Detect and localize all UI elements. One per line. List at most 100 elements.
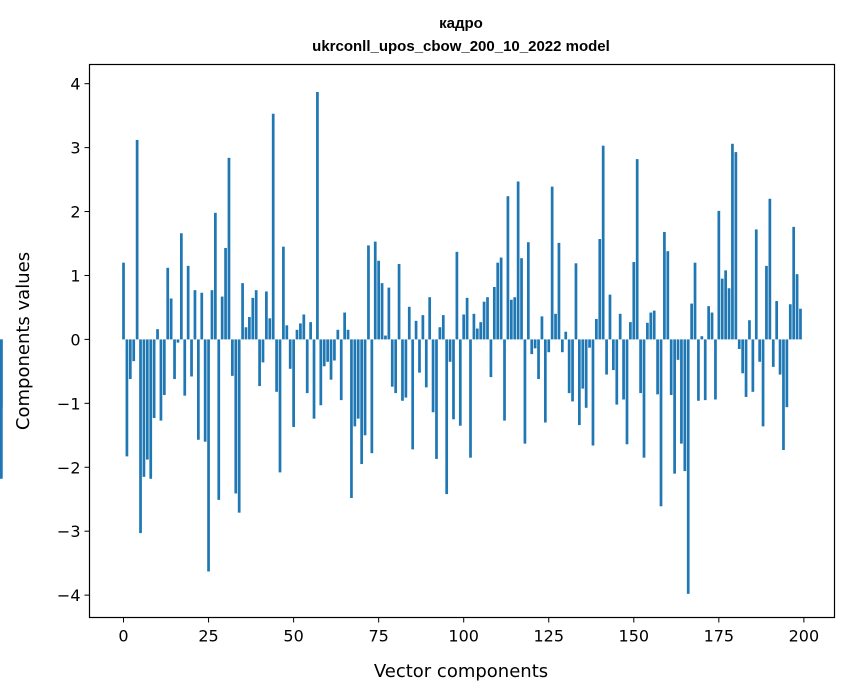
bar: [312, 339, 316, 419]
x-tick-label: 200: [789, 627, 820, 646]
bar: [360, 339, 364, 465]
bar: [523, 339, 527, 444]
bar: [128, 339, 132, 380]
bar: [758, 339, 762, 362]
bar: [669, 339, 673, 396]
bar: [421, 315, 425, 340]
bar: [768, 198, 772, 340]
bar: [714, 339, 717, 400]
bar: [792, 226, 796, 340]
bar: [513, 297, 517, 340]
bar: [526, 242, 530, 340]
bar: [686, 339, 690, 594]
bar: [380, 283, 384, 340]
bar: [608, 294, 612, 340]
bar: [693, 262, 697, 340]
bar: [486, 297, 489, 340]
bar: [509, 299, 513, 340]
bar: [748, 320, 751, 340]
bar: [703, 339, 707, 401]
bar: [401, 339, 404, 401]
bar: [543, 339, 547, 423]
bar: [394, 339, 398, 394]
bar: [663, 232, 666, 340]
plot-frame: [88, 63, 836, 619]
bar: [506, 196, 510, 340]
bar: [601, 145, 605, 340]
bar: [503, 339, 506, 421]
bar: [431, 339, 435, 413]
bar: [254, 290, 258, 340]
bar: [690, 303, 693, 340]
bar: [649, 312, 653, 340]
bar: [799, 308, 802, 340]
bar: [581, 339, 585, 389]
bar: [316, 91, 319, 340]
bar: [190, 339, 193, 377]
bar: [785, 339, 789, 408]
x-tick-label: 100: [448, 627, 479, 646]
bar: [605, 339, 608, 375]
bar: [424, 339, 428, 388]
bar: [234, 339, 238, 494]
bar: [162, 339, 166, 396]
x-tick-label: 150: [619, 627, 650, 646]
bar: [560, 339, 564, 353]
y-axis-label: Components values: [13, 252, 34, 430]
y-tick-label: 1: [70, 266, 80, 285]
bar: [452, 339, 455, 420]
bar: [462, 314, 466, 340]
bar: [625, 339, 629, 445]
bar: [751, 339, 755, 392]
bar: [278, 339, 282, 473]
bar: [339, 339, 343, 401]
bar: [373, 241, 377, 340]
bar: [166, 267, 170, 340]
bar: [659, 339, 663, 507]
bar: [302, 314, 306, 340]
bar: [343, 312, 346, 340]
bar: [237, 339, 241, 513]
bar: [479, 322, 483, 340]
bar: [139, 339, 142, 534]
bar: [533, 339, 537, 349]
y-tick-label: −2: [57, 458, 81, 477]
bar: [666, 251, 670, 340]
bar: [707, 306, 710, 340]
x-axis-label: Vector components: [374, 661, 548, 682]
bar: [612, 339, 615, 371]
bar: [285, 325, 289, 340]
y-tick-label: −1: [57, 394, 81, 413]
bar: [227, 157, 231, 340]
bar: [258, 339, 261, 387]
bar: [193, 290, 197, 340]
bar: [268, 318, 272, 340]
bar: [795, 274, 799, 340]
bar: [578, 339, 581, 426]
bar: [397, 263, 401, 340]
bar: [469, 339, 472, 458]
bar: [475, 328, 479, 340]
bar: [145, 339, 149, 460]
bar: [207, 339, 210, 572]
bar: [588, 339, 591, 348]
bar: [322, 339, 326, 367]
bar: [632, 262, 636, 340]
x-tick-label: 175: [704, 627, 735, 646]
bar: [387, 287, 391, 340]
bar: [122, 262, 125, 340]
chart-subtitle: ukrconll_upos_cbow_200_10_2022 model: [312, 38, 610, 55]
x-tick-label: 75: [368, 627, 388, 646]
bar: [248, 317, 251, 340]
bar: [292, 339, 295, 427]
bar: [214, 212, 217, 340]
bar: [482, 301, 486, 340]
bar: [496, 262, 500, 340]
bar: [697, 339, 700, 401]
bar: [438, 327, 442, 340]
bar: [251, 297, 255, 340]
bar: [441, 315, 445, 340]
y-tick-label: 2: [70, 203, 80, 222]
bar: [142, 339, 146, 477]
bar: [390, 339, 394, 387]
